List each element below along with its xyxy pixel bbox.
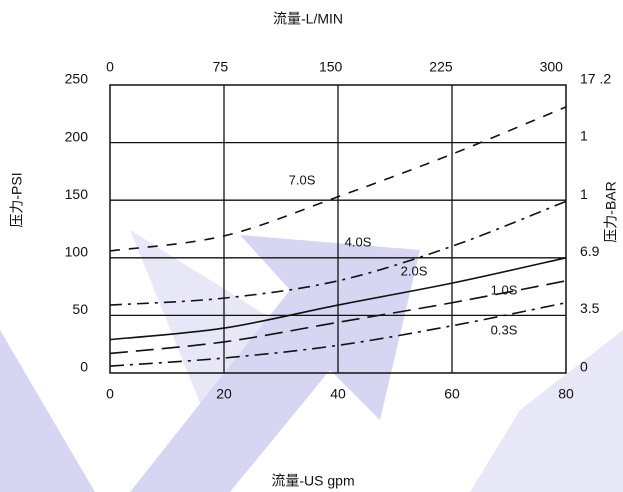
x2-tick-label: 75 bbox=[213, 59, 229, 75]
y-tick-label: 250 bbox=[65, 71, 89, 87]
y2-tick-label: 1 bbox=[580, 186, 588, 202]
x-tick-label: 80 bbox=[558, 386, 574, 402]
watermark-stripe-right bbox=[470, 330, 623, 492]
y2-tick-label: 17 .2 bbox=[580, 71, 611, 87]
top-axis-title: 流量-L/MIN bbox=[273, 11, 343, 27]
x-tick-label: 20 bbox=[216, 386, 232, 402]
y2-axis-title: 压力-BAR bbox=[603, 181, 619, 242]
y2-tick-label: 3.5 bbox=[580, 300, 600, 316]
x2-tick-label: 225 bbox=[429, 59, 453, 75]
x-tick-label: 60 bbox=[444, 386, 460, 402]
watermark-stripe bbox=[0, 330, 95, 492]
y-tick-label: 50 bbox=[72, 301, 88, 317]
x2-tick-label: 300 bbox=[540, 59, 564, 75]
curve-label: 2.0S bbox=[401, 263, 428, 278]
watermark-arrow-part bbox=[130, 230, 290, 440]
x2-tick-label: 0 bbox=[106, 59, 114, 75]
x2-tick-label: 150 bbox=[319, 59, 343, 75]
curve-label: 7.0S bbox=[289, 172, 316, 187]
y2-tick-label: 0 bbox=[580, 359, 588, 375]
curve bbox=[109, 257, 567, 341]
y-tick-label: 200 bbox=[65, 128, 89, 144]
x-tick-label: 40 bbox=[330, 386, 346, 402]
curve-label: 1.0S bbox=[491, 282, 518, 297]
y-tick-label: 0 bbox=[80, 359, 88, 375]
y2-tick-label: 6.9 bbox=[580, 243, 600, 259]
x-tick-label: 0 bbox=[106, 386, 114, 402]
curve bbox=[109, 106, 567, 252]
y-tick-label: 100 bbox=[65, 244, 89, 260]
y-axis-title: 压力-PSI bbox=[9, 172, 25, 227]
curve bbox=[109, 301, 567, 367]
curve-label: 4.0S bbox=[345, 234, 372, 249]
curve-label: 0.3S bbox=[491, 322, 518, 337]
x-axis-title: 流量-US gpm bbox=[271, 473, 354, 489]
watermark-arrow bbox=[60, 235, 420, 492]
watermark bbox=[0, 230, 623, 492]
y2-tick-label: 1 bbox=[580, 128, 588, 144]
y-tick-label: 150 bbox=[65, 186, 89, 202]
